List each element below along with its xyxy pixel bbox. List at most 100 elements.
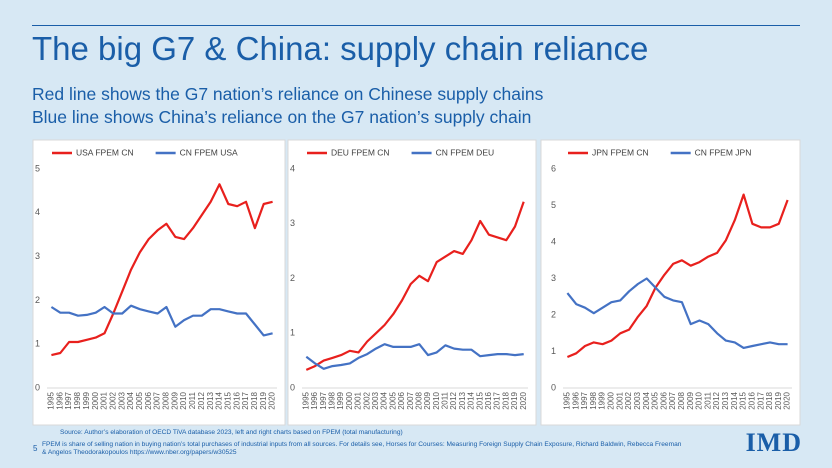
x-tick-label: 2000 (345, 391, 354, 409)
x-tick-label: 2005 (135, 391, 144, 409)
x-tick-label: 2002 (362, 391, 371, 409)
x-tick-label: 2007 (668, 391, 677, 409)
x-tick-label: 2003 (633, 391, 642, 409)
x-tick-label: 1997 (319, 391, 328, 409)
x-tick-label: 1996 (571, 391, 580, 409)
title: The big G7 & China: supply chain relianc… (32, 30, 649, 67)
y-tick-label: 4 (551, 236, 556, 246)
x-tick-label: 2012 (197, 391, 206, 409)
x-tick-label: 1999 (82, 391, 91, 409)
x-tick-label: 2018 (765, 391, 774, 409)
legend-label: CN FPEM USA (180, 147, 238, 157)
x-tick-label: 2015 (475, 391, 484, 409)
subtitle: Red line shows the G7 nation’s reliance … (32, 84, 544, 104)
x-tick-label: 2019 (774, 391, 783, 409)
x-tick-label: 2001 (615, 391, 624, 409)
x-tick-label: 2008 (414, 391, 423, 409)
x-tick-label: 2014 (730, 391, 739, 409)
y-tick-label: 2 (290, 273, 295, 283)
x-tick-label: 2005 (651, 391, 660, 409)
chart-panel (32, 139, 286, 426)
x-tick-label: 2019 (510, 391, 519, 409)
x-tick-label: 2010 (695, 391, 704, 409)
x-tick-label: 2013 (721, 391, 730, 409)
y-tick-label: 2 (35, 295, 40, 305)
y-tick-label: 5 (551, 200, 556, 210)
x-tick-label: 2006 (397, 391, 406, 409)
x-tick-label: 2008 (677, 391, 686, 409)
logo: IMD (745, 428, 802, 457)
x-tick-label: 2007 (406, 391, 415, 409)
x-tick-label: 2009 (686, 391, 695, 409)
x-tick-label: 2014 (215, 391, 224, 409)
x-tick-label: 2009 (170, 391, 179, 409)
y-tick-label: 3 (35, 251, 40, 261)
x-tick-label: 2004 (126, 391, 135, 409)
y-tick-label: 2 (551, 309, 556, 319)
y-tick-label: 4 (35, 207, 40, 217)
x-tick-label: 2011 (441, 391, 450, 409)
legend-label: CN FPEM JPN (695, 147, 752, 157)
chart-panel (540, 139, 801, 426)
x-tick-label: 2020 (268, 391, 277, 409)
x-tick-label: 2010 (432, 391, 441, 409)
x-tick-label: 2017 (241, 391, 250, 409)
subtitle: Blue line shows China’s reliance on the … (32, 107, 532, 127)
x-tick-label: 2009 (423, 391, 432, 409)
x-tick-label: 2001 (354, 391, 363, 409)
y-tick-label: 0 (290, 382, 295, 392)
note: & Angelos Theodorakopoulos https://www.n… (42, 449, 237, 456)
legend-label: USA FPEM CN (76, 147, 134, 157)
x-tick-label: 1997 (580, 391, 589, 409)
x-tick-label: 2014 (467, 391, 476, 409)
x-tick-label: 2020 (519, 391, 528, 409)
legend-label: CN FPEM DEU (436, 147, 495, 157)
x-tick-label: 2008 (162, 391, 171, 409)
x-tick-label: 2013 (206, 391, 215, 409)
page-number: 5 (33, 444, 38, 453)
x-tick-label: 2004 (380, 391, 389, 409)
x-tick-label: 1996 (310, 391, 319, 409)
x-tick-label: 2003 (117, 391, 126, 409)
x-tick-label: 2002 (108, 391, 117, 409)
x-tick-label: 1997 (64, 391, 73, 409)
x-tick-label: 2017 (493, 391, 502, 409)
x-tick-label: 2016 (232, 391, 241, 409)
y-tick-label: 1 (551, 346, 556, 356)
x-tick-label: 2012 (449, 391, 458, 409)
series-line (305, 343, 524, 370)
x-tick-label: 1995 (47, 391, 56, 409)
y-tick-label: 0 (35, 382, 40, 392)
x-tick-label: 1998 (589, 391, 598, 409)
y-tick-label: 0 (551, 382, 556, 392)
source: Source: Author’s elaboration of OECD TiV… (60, 429, 403, 436)
x-tick-label: 1995 (301, 391, 310, 409)
x-tick-label: 2010 (179, 391, 188, 409)
x-tick-label: 2007 (153, 391, 162, 409)
x-tick-label: 2018 (501, 391, 510, 409)
x-tick-label: 2020 (783, 391, 792, 409)
y-tick-label: 4 (290, 163, 295, 173)
note: FPEM is share of selling nation in buyin… (42, 441, 682, 448)
x-tick-label: 1998 (73, 391, 82, 409)
y-tick-label: 1 (290, 328, 295, 338)
x-tick-label: 2011 (703, 391, 712, 409)
x-tick-label: 2001 (100, 391, 109, 409)
x-tick-label: 2015 (223, 391, 232, 409)
legend-label: DEU FPEM CN (331, 147, 390, 157)
x-tick-label: 2004 (642, 391, 651, 409)
x-tick-label: 2003 (371, 391, 380, 409)
series-line (51, 183, 273, 357)
y-tick-label: 1 (35, 339, 40, 349)
x-tick-label: 2015 (739, 391, 748, 409)
divider (32, 25, 800, 26)
x-tick-label: 2005 (388, 391, 397, 409)
legend-label: JPN FPEM CN (592, 147, 649, 157)
y-tick-label: 6 (551, 163, 556, 173)
x-tick-label: 2002 (624, 391, 633, 409)
x-tick-label: 2006 (659, 391, 668, 409)
x-tick-label: 2018 (250, 391, 259, 409)
x-tick-label: 2013 (458, 391, 467, 409)
